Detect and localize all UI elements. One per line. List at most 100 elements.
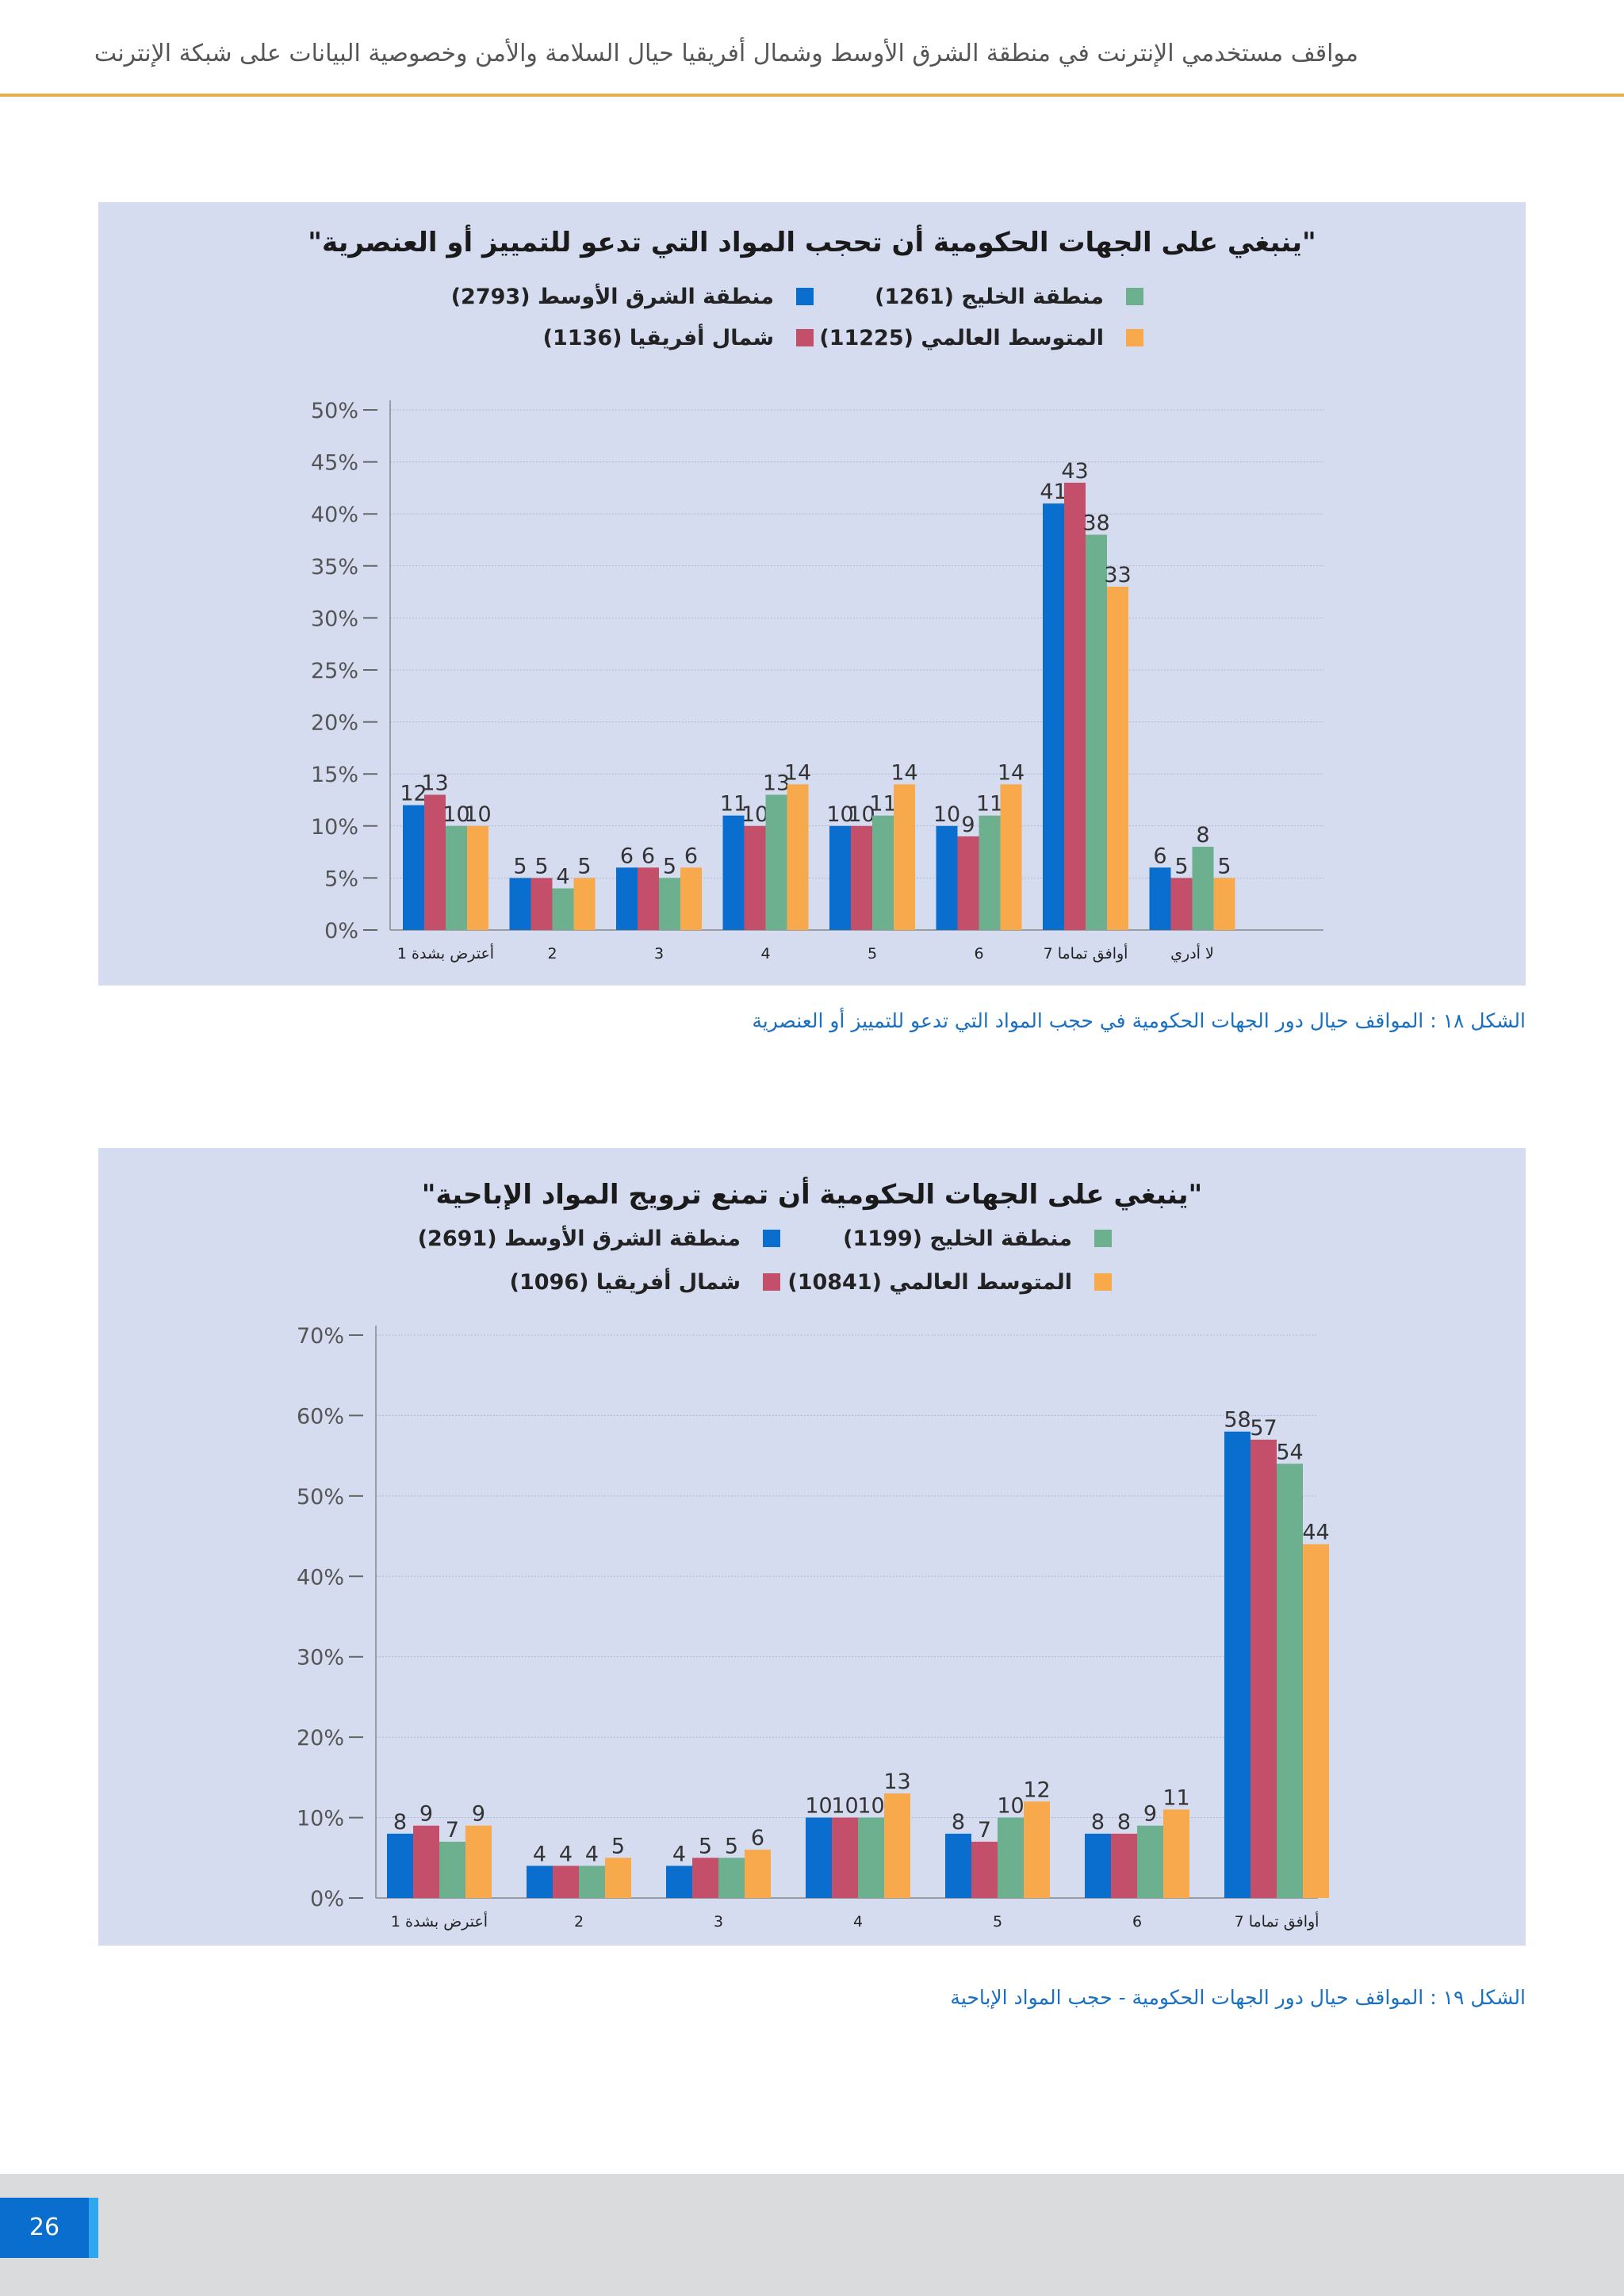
data-label: 5 — [534, 854, 548, 878]
data-label: 6 — [1153, 844, 1166, 868]
page-number-tab-edge — [89, 2198, 98, 2258]
legend-label: المتوسط العالمي (11225) — [819, 326, 1104, 350]
bar — [509, 878, 531, 930]
data-label: 6 — [684, 844, 698, 868]
data-label: 33 — [1104, 563, 1131, 587]
data-label: 6 — [642, 844, 655, 868]
bar — [1192, 847, 1214, 930]
legend-label: شمال أفريقيا (1136) — [543, 323, 774, 350]
data-label: 9 — [1143, 1802, 1157, 1827]
bar — [573, 878, 596, 930]
data-label: 5 — [1217, 854, 1231, 878]
data-label: 12 — [1023, 1777, 1050, 1802]
bar — [680, 867, 702, 930]
bar — [465, 1825, 492, 1898]
bar — [1064, 482, 1086, 930]
bar — [579, 1866, 605, 1898]
bar — [553, 1866, 579, 1898]
bar — [851, 825, 872, 930]
bar — [638, 867, 659, 930]
data-label: 5 — [611, 1834, 625, 1858]
data-label: 6 — [620, 844, 634, 868]
y-tick-label: 40% — [311, 503, 358, 527]
bar — [957, 836, 979, 930]
legend-swatch — [763, 1230, 780, 1247]
data-label: 4 — [585, 1842, 599, 1866]
y-tick-label: 0% — [324, 919, 358, 943]
data-label: 4 — [556, 865, 569, 890]
chart-panel-2: "ينبغي على الجهات الحكومية أن تمنع ترويج… — [98, 1148, 1526, 1946]
data-label: 13 — [883, 1770, 910, 1794]
data-label: 5 — [1174, 854, 1188, 878]
chart-title: "ينبغي على الجهات الحكومية أن تمنع ترويج… — [422, 1177, 1202, 1211]
data-label: 54 — [1276, 1440, 1303, 1464]
bar — [1163, 1809, 1189, 1898]
x-tick-label: 4 — [853, 1913, 863, 1931]
x-tick-label: 3 — [654, 945, 664, 962]
bar — [971, 1842, 998, 1898]
page-number: 26 — [29, 2214, 60, 2241]
bar — [745, 1850, 771, 1898]
data-label: 57 — [1250, 1416, 1277, 1441]
bar — [858, 1817, 884, 1898]
bar — [884, 1793, 910, 1898]
bar — [832, 1817, 858, 1898]
bar — [718, 1858, 745, 1898]
y-tick-label: 20% — [297, 1726, 344, 1751]
data-label: 43 — [1061, 459, 1088, 484]
data-label: 14 — [998, 760, 1025, 785]
data-label: 10 — [741, 802, 768, 827]
legend-label: منطقة الشرق الأوسط (2691) — [418, 1225, 741, 1251]
bar — [413, 1825, 439, 1898]
data-label: 8 — [393, 1810, 407, 1835]
bar — [1277, 1464, 1303, 1898]
bar — [467, 825, 488, 930]
legend-swatch — [796, 329, 814, 346]
data-label: 9 — [961, 813, 975, 837]
x-tick-label: أعترض بشدة 1 — [391, 1911, 488, 1931]
data-label: 5 — [513, 854, 527, 878]
bar — [806, 1817, 832, 1898]
y-tick-label: 70% — [297, 1324, 344, 1349]
bar — [424, 794, 446, 930]
legend-label: منطقة الخليج (1261) — [875, 285, 1104, 309]
bar — [692, 1858, 718, 1898]
bar — [1224, 1431, 1251, 1898]
figure-caption-1: الشكل ١٨ : المواقف حيال دور الجهات الحكو… — [752, 1009, 1526, 1032]
y-tick-label: 20% — [311, 711, 358, 736]
data-label: 13 — [763, 771, 790, 795]
data-label: 11 — [976, 792, 1003, 817]
y-tick-label: 50% — [297, 1485, 344, 1510]
chart-title: "ينبغي على الجهات الحكومية أن تحجب الموا… — [308, 224, 1316, 258]
y-tick-label: 60% — [297, 1404, 344, 1429]
x-tick-label: 5 — [868, 945, 877, 962]
bar — [403, 805, 424, 930]
x-tick-label: أوافق تماما 7 — [1044, 943, 1128, 962]
data-label: 9 — [472, 1802, 485, 1827]
bar — [605, 1858, 631, 1898]
chart-panel-1: "ينبغي على الجهات الحكومية أن تحجب الموا… — [98, 202, 1526, 985]
data-label: 10 — [442, 802, 469, 827]
bar — [945, 1833, 971, 1898]
data-label: 58 — [1224, 1408, 1251, 1433]
legend-swatch — [1126, 288, 1143, 305]
legend-swatch — [1126, 329, 1143, 346]
bar — [765, 794, 787, 930]
data-label: 12 — [400, 782, 427, 806]
data-label: 5 — [699, 1834, 712, 1858]
x-tick-label: 2 — [547, 945, 557, 962]
x-tick-label: 2 — [574, 1913, 584, 1931]
y-tick-label: 45% — [311, 451, 358, 476]
data-label: 8 — [952, 1810, 965, 1835]
bar — [936, 825, 958, 930]
data-label: 10 — [805, 1794, 832, 1819]
y-tick-label: 25% — [311, 659, 358, 683]
bar — [1149, 867, 1171, 930]
data-label: 7 — [446, 1818, 459, 1843]
legend-label: المتوسط العالمي (10841) — [787, 1270, 1072, 1295]
data-label: 10 — [857, 1794, 884, 1819]
bar — [666, 1866, 692, 1898]
legend-label: منطقة الخليج (1199) — [843, 1226, 1072, 1251]
bar — [1086, 534, 1107, 930]
x-tick-label: لا أدري — [1170, 943, 1214, 962]
